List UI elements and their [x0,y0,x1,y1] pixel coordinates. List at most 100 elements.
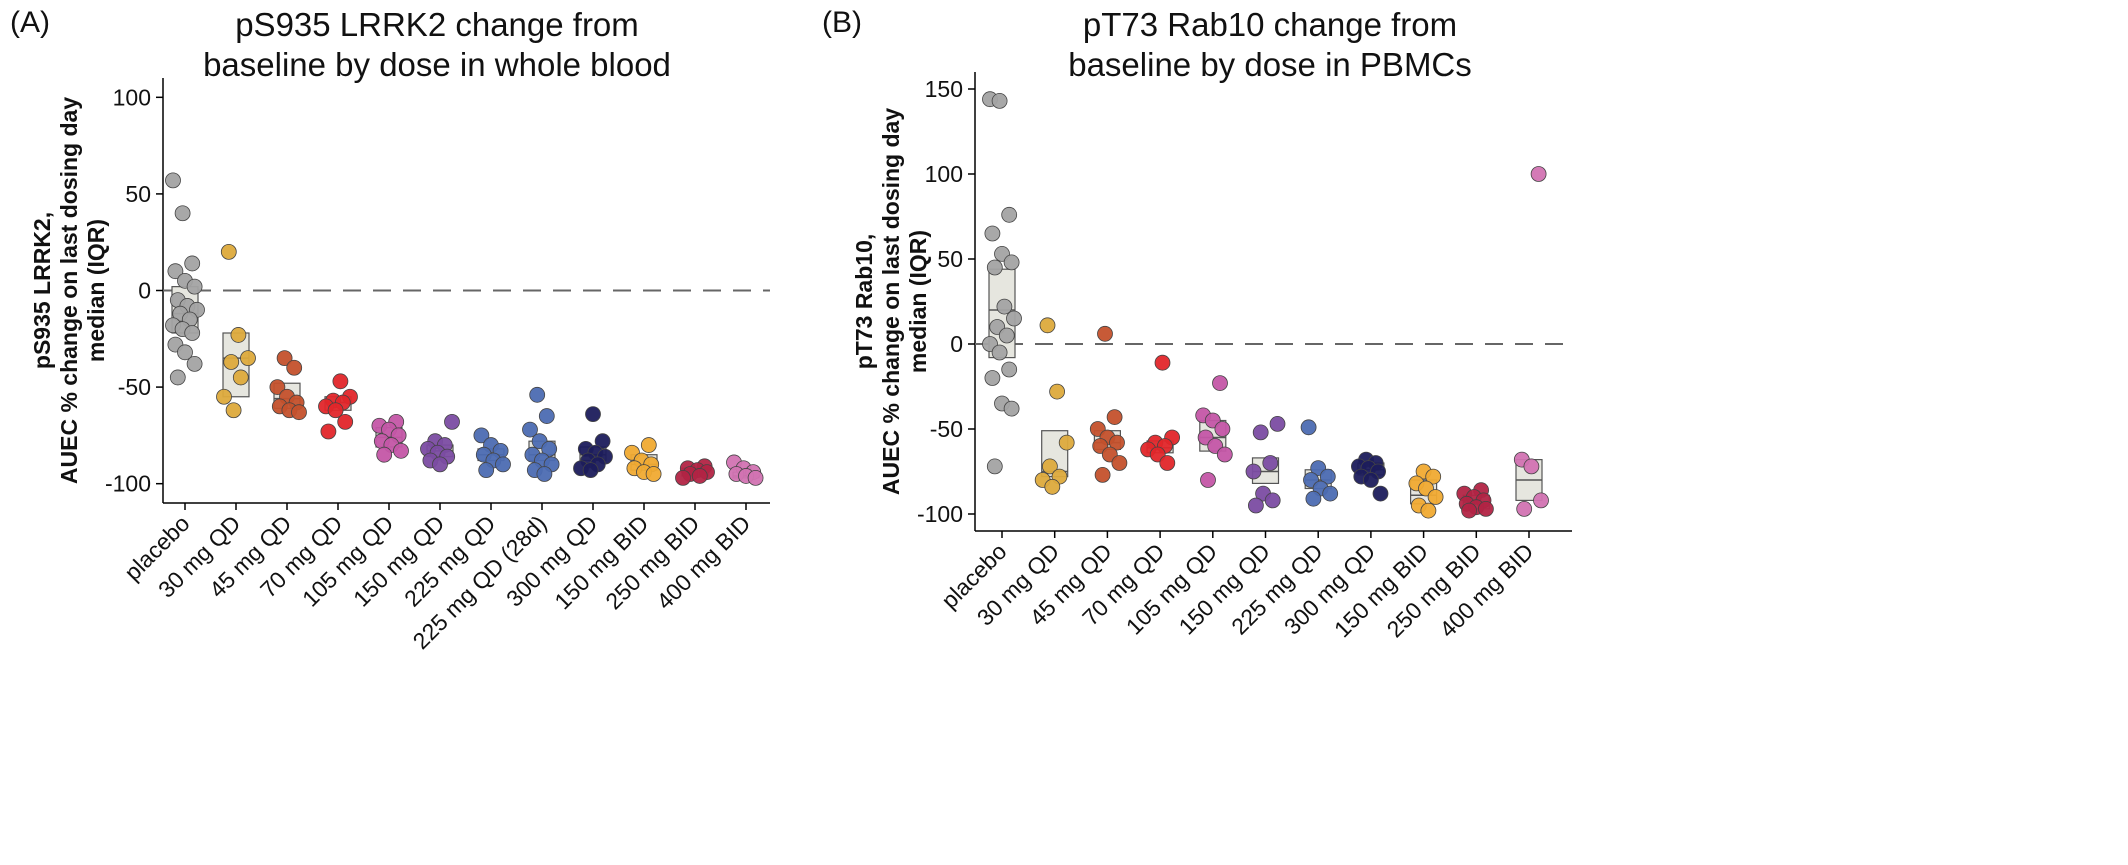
data-point [984,225,1001,242]
y-tick-label: 50 [125,181,151,207]
data-point [986,259,1003,276]
data-point [1003,400,1020,417]
data-point [1523,458,1540,475]
data-point [640,437,657,453]
data-point [169,369,186,386]
data-point [1269,415,1286,432]
y-tick-label: 150 [925,76,963,102]
data-point [582,462,599,479]
y-axis-label: AUEC % change on last dosing day [878,108,904,495]
data-point [538,408,555,424]
data-point [1006,310,1022,327]
data-point [223,354,240,370]
data-point [1248,497,1264,514]
data-point [1533,492,1549,509]
data-point [220,243,237,260]
y-tick-label: 0 [950,331,963,357]
data-point [1106,409,1123,426]
data-point [174,205,191,222]
y-tick-label: -50 [930,416,963,442]
y-tick-label: -50 [118,374,151,400]
data-point [522,421,538,438]
data-point [444,413,460,430]
data-point [998,327,1015,344]
data-point [1044,478,1061,495]
data-point [991,344,1008,361]
data-point [337,413,354,430]
data-point [332,373,349,390]
data-point [1461,502,1477,519]
data-point [184,325,201,341]
data-point [536,466,553,482]
panel-label: (B) [822,6,862,39]
data-point [393,442,409,459]
panel-label: (A) [10,6,50,39]
data-point [327,402,344,419]
data-point [186,356,203,372]
y-tick-label: 50 [937,246,963,272]
data-point [225,402,242,419]
data-point [996,298,1013,315]
data-point [1200,472,1216,488]
data-point [1516,500,1533,517]
data-point [1420,502,1437,519]
data-point [1097,325,1113,342]
data-point [167,263,184,280]
data-point [1042,458,1058,475]
data-point [1425,468,1442,485]
data-point [473,427,490,444]
y-tick-label: 100 [113,84,151,110]
data-point [1111,455,1128,471]
data-point [1039,317,1056,334]
data-point [675,469,691,486]
data-point [1001,361,1018,378]
data-point [984,370,1001,386]
data-point [529,386,546,403]
data-point [986,458,1003,475]
data-point [276,350,293,367]
data-point [1049,383,1065,400]
data-point [1319,468,1336,485]
data-point [1214,421,1231,437]
data-point [184,255,201,272]
data-point [376,446,393,463]
y-axis-label: pT73 Rab10, [851,234,877,370]
data-point [230,327,247,343]
chart-title: baseline by dose in PBMCs [1068,46,1472,83]
data-point [1305,490,1322,507]
data-point [1001,206,1018,223]
data-point [1109,434,1125,451]
data-point [1252,424,1269,441]
data-point [594,433,611,450]
data-point [216,388,232,405]
y-tick-label: 0 [138,278,151,304]
data-point [177,344,193,361]
data-point [432,456,448,473]
data-point [1264,492,1281,509]
data-point [645,466,662,482]
data-point [585,406,601,423]
y-tick-label: -100 [917,501,963,527]
data-point [1058,434,1075,451]
data-point [320,423,337,440]
y-tick-label: 100 [925,161,963,187]
chart-title: baseline by dose in whole blood [203,46,671,83]
data-point [1212,375,1228,392]
data-point [240,350,256,367]
data-point [1094,466,1111,483]
data-point [1003,254,1020,271]
data-point [1159,455,1176,471]
data-point [1478,500,1494,517]
y-axis-label: median (IQR) [83,219,109,362]
data-point [186,278,203,295]
data-point [232,369,249,386]
data-point [1300,419,1317,436]
data-point [478,462,495,479]
data-point [1322,485,1339,502]
data-point [691,468,708,484]
data-point [1372,485,1389,502]
data-point [286,359,303,376]
y-axis-label: pS935 LRRK2, [29,212,55,369]
data-point [541,441,558,457]
